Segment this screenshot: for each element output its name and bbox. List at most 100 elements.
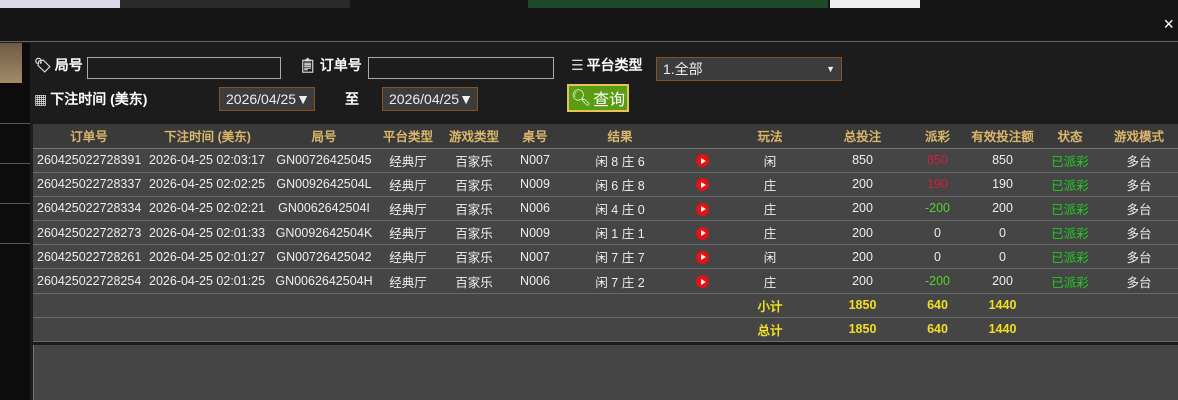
column-header bbox=[680, 124, 725, 149]
order-cell: 260425022728261 bbox=[33, 244, 145, 270]
result-cell: 闲 4 庄 0 bbox=[560, 196, 680, 222]
date-to-select[interactable]: 2026/04/25▼ bbox=[382, 87, 478, 111]
background-game-area bbox=[0, 0, 1178, 42]
play-video-icon[interactable] bbox=[696, 250, 709, 264]
game-cell: 百家乐 bbox=[438, 172, 510, 197]
mode-cell: 多台 bbox=[1100, 220, 1178, 246]
play-cell: 闲 bbox=[725, 148, 815, 173]
round-cell: GN00726425042 bbox=[270, 244, 378, 270]
date-from-select[interactable]: 2026/04/25▼ bbox=[219, 87, 315, 111]
subtotal-label: 小计 bbox=[725, 293, 815, 318]
table-row[interactable]: 260425022728337 2026-04-25 02:02:25 GN0092… bbox=[33, 172, 1178, 197]
empty-cell bbox=[145, 293, 270, 318]
play-video-icon[interactable] bbox=[696, 178, 709, 192]
subtotal-bet: 1850 bbox=[815, 293, 910, 318]
column-header: 平台类型 bbox=[378, 124, 438, 149]
column-header: 总投注 bbox=[815, 124, 910, 149]
close-button[interactable]: × bbox=[1163, 14, 1174, 34]
table-row[interactable]: 260425022728254 2026-04-25 02:01:25 GN0062… bbox=[33, 268, 1178, 294]
column-header: 局号 bbox=[270, 124, 378, 149]
payout-cell: -200 bbox=[910, 196, 965, 222]
valid-cell: 190 bbox=[965, 172, 1040, 197]
platform-select[interactable]: 1.全部 ▼ bbox=[656, 57, 842, 81]
round-label: 🏷︎ 局号 bbox=[34, 56, 83, 74]
list-icon: ☰ bbox=[571, 56, 584, 73]
platform-cell: 经典厅 bbox=[378, 172, 438, 197]
time-cell: 2026-04-25 02:01:25 bbox=[145, 268, 270, 294]
background-sidebar bbox=[0, 43, 30, 400]
column-header: 派彩 bbox=[910, 124, 965, 149]
round-cell: GN0062642504I bbox=[270, 196, 378, 222]
empty-cell bbox=[33, 317, 145, 343]
empty-cell bbox=[270, 317, 378, 343]
column-header: 订单号 bbox=[33, 124, 145, 149]
column-header: 结果 bbox=[560, 124, 680, 149]
table-row[interactable]: 260425022728273 2026-04-25 02:01:33 GN0092… bbox=[33, 220, 1178, 246]
platform-cell: 经典厅 bbox=[378, 244, 438, 270]
time-cell: 2026-04-25 02:02:21 bbox=[145, 196, 270, 222]
round-cell: GN0092642504L bbox=[270, 172, 378, 197]
empty-cell bbox=[378, 317, 438, 343]
empty-cell bbox=[1040, 317, 1100, 343]
total-row: 总计 1850 640 1440 bbox=[33, 317, 1178, 343]
query-button[interactable]: 🔍︎ 查询 bbox=[567, 84, 629, 112]
bet-cell: 200 bbox=[815, 244, 910, 270]
time-label: ▦ 下注时间 (美东) bbox=[34, 90, 148, 108]
empty-cell bbox=[510, 293, 560, 318]
play-video-icon[interactable] bbox=[696, 202, 709, 216]
mode-cell: 多台 bbox=[1100, 196, 1178, 222]
play-video-icon[interactable] bbox=[696, 226, 709, 240]
valid-cell: 0 bbox=[965, 220, 1040, 246]
total-bet: 1850 bbox=[815, 317, 910, 343]
replay-cell bbox=[680, 148, 725, 173]
clipboard-icon: 📋︎ bbox=[299, 56, 317, 73]
status-cell: 已派彩 bbox=[1040, 148, 1100, 173]
table-cell: N007 bbox=[510, 244, 560, 270]
empty-cell bbox=[510, 317, 560, 343]
payout-cell: 0 bbox=[910, 220, 965, 246]
empty-cell bbox=[680, 317, 725, 343]
empty-cell bbox=[270, 293, 378, 318]
play-cell: 庄 bbox=[725, 268, 815, 294]
mode-cell: 多台 bbox=[1100, 244, 1178, 270]
play-video-icon[interactable] bbox=[696, 154, 709, 168]
play-video-icon[interactable] bbox=[696, 275, 709, 289]
empty-cell bbox=[145, 317, 270, 343]
replay-cell bbox=[680, 172, 725, 197]
empty-cell bbox=[1040, 293, 1100, 318]
platform-cell: 经典厅 bbox=[378, 148, 438, 173]
order-cell: 260425022728391 bbox=[33, 148, 145, 173]
result-cell: 闲 1 庄 1 bbox=[560, 220, 680, 246]
replay-cell bbox=[680, 196, 725, 222]
bet-cell: 200 bbox=[815, 172, 910, 197]
search-icon: 🔍︎ bbox=[570, 90, 592, 107]
result-cell: 闲 7 庄 7 bbox=[560, 244, 680, 270]
payout-cell: 190 bbox=[910, 172, 965, 197]
order-cell: 260425022728334 bbox=[33, 196, 145, 222]
table-cell: N006 bbox=[510, 196, 560, 222]
order-label: 📋︎ 订单号 bbox=[299, 56, 362, 74]
table-row[interactable]: 260425022728261 2026-04-25 02:01:27 GN0072… bbox=[33, 244, 1178, 270]
play-cell: 庄 bbox=[725, 220, 815, 246]
table-row[interactable]: 260425022728334 2026-04-25 02:02:21 GN0062… bbox=[33, 196, 1178, 222]
table-cell: N009 bbox=[510, 220, 560, 246]
game-cell: 百家乐 bbox=[438, 268, 510, 294]
subtotal-payout: 640 bbox=[910, 293, 965, 318]
calendar-icon: ▦ bbox=[34, 90, 48, 107]
empty-cell bbox=[438, 317, 510, 343]
valid-cell: 200 bbox=[965, 196, 1040, 222]
empty-cell bbox=[1100, 293, 1178, 318]
bet-cell: 200 bbox=[815, 268, 910, 294]
play-cell: 闲 bbox=[725, 244, 815, 270]
round-input[interactable] bbox=[87, 57, 281, 79]
valid-cell: 0 bbox=[965, 244, 1040, 270]
table-cell: N007 bbox=[510, 148, 560, 173]
table-row[interactable]: 260425022728391 2026-04-25 02:03:17 GN0072… bbox=[33, 148, 1178, 173]
payout-cell: 0 bbox=[910, 244, 965, 270]
column-header: 游戏类型 bbox=[438, 124, 510, 149]
column-header: 游戏模式 bbox=[1100, 124, 1178, 149]
order-input[interactable] bbox=[368, 57, 554, 79]
round-cell: GN0092642504K bbox=[270, 220, 378, 246]
empty-cell bbox=[438, 293, 510, 318]
platform-cell: 经典厅 bbox=[378, 196, 438, 222]
